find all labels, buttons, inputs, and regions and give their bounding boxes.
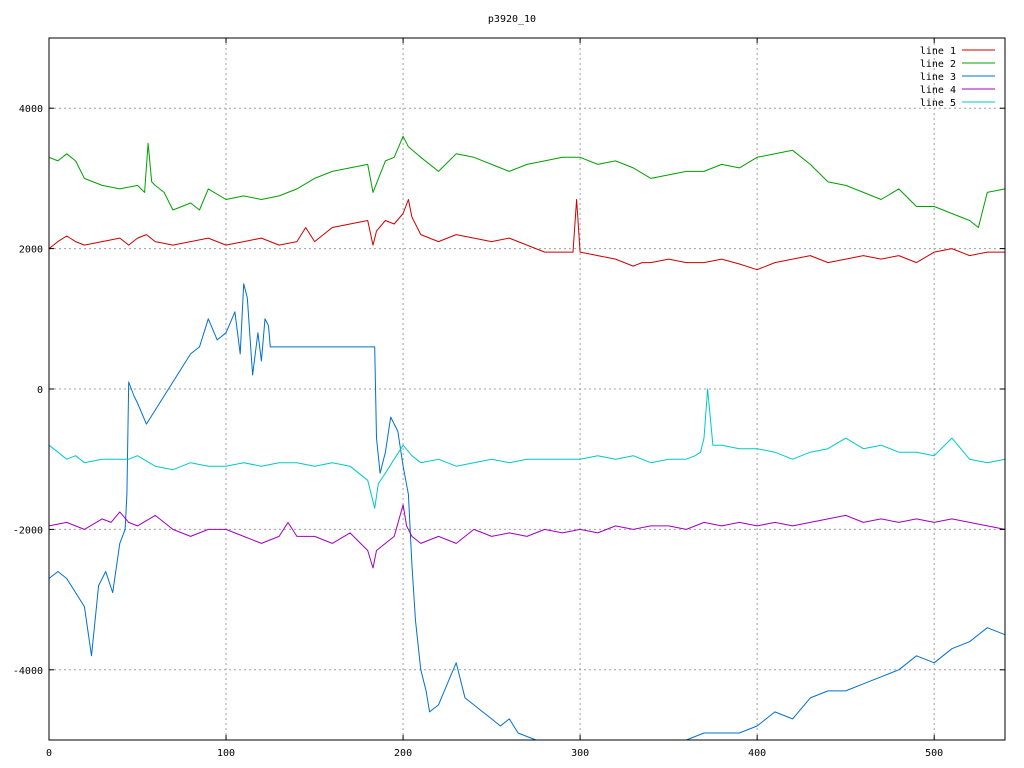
series-line-4 <box>48 504 1006 569</box>
plot-frame <box>48 37 1006 741</box>
y-tick-label: 4000 <box>19 104 43 115</box>
series-group <box>48 135 1006 741</box>
x-tick-label: 300 <box>571 748 589 759</box>
series-line-3 <box>48 283 1006 741</box>
legend-label: line 1 <box>920 46 956 57</box>
x-tick-label: 100 <box>217 748 235 759</box>
legend-label: line 3 <box>920 72 956 83</box>
y-tick-label: 2000 <box>19 245 43 256</box>
chart-title: p3920_10 <box>488 14 536 25</box>
legend: line 1 line 2 line 3 line 4 line 5 <box>920 46 995 109</box>
series-line-5 <box>48 388 1006 509</box>
legend-label: line 4 <box>920 85 956 96</box>
series-line-2 <box>48 135 1006 228</box>
x-tick-label: 500 <box>925 748 943 759</box>
x-tick-label: 400 <box>748 748 766 759</box>
series-line-1 <box>48 199 1005 271</box>
y-tick-label: -2000 <box>13 525 43 536</box>
y-tick-label: 0 <box>37 385 43 396</box>
x-tick-label: 200 <box>394 748 412 759</box>
axis-ticks: 0 100 200 300 400 500 -4000 -2000 0 2000 4000 <box>13 38 1005 759</box>
y-tick-label: -4000 <box>13 666 43 677</box>
grid <box>49 38 1005 740</box>
x-tick-label: 0 <box>46 748 52 759</box>
legend-label: line 5 <box>920 98 956 109</box>
legend-label: line 2 <box>920 59 956 70</box>
